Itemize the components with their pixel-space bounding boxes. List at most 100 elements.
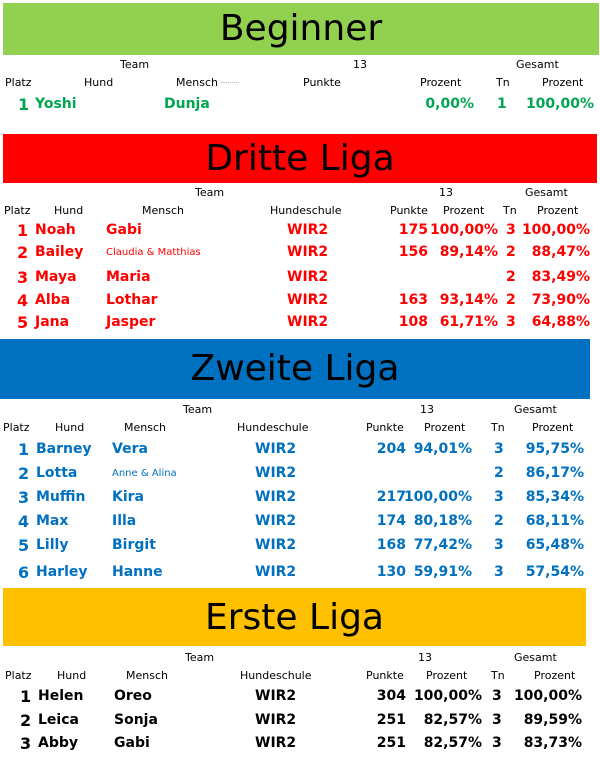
- percent: 82,57%: [423, 712, 482, 728]
- col-punkte: Punkte: [366, 421, 404, 434]
- rank: 2: [17, 243, 29, 262]
- total-percent: 83,73%: [523, 735, 582, 751]
- rank: 1: [20, 687, 32, 706]
- participations: 2: [506, 292, 516, 308]
- team-label: Team: [185, 651, 215, 664]
- participations: 3: [492, 688, 502, 704]
- col-mensch: Mensch: [142, 204, 184, 217]
- points: 217: [376, 489, 406, 505]
- school: WIR2: [287, 269, 329, 285]
- total-percent: 65,48%: [525, 537, 584, 553]
- dog-name: Abby: [38, 735, 79, 751]
- dog-name: Harley: [36, 564, 88, 580]
- participations: 3: [494, 564, 504, 580]
- col-tn: Tn: [503, 204, 517, 217]
- percent: 80,18%: [413, 513, 472, 529]
- table-row: 6 Harley Hanne WIR2 130 59,91% 3 57,54%: [0, 563, 600, 583]
- col-mensch: Mensch: [126, 669, 168, 682]
- total-percent: 89,59%: [523, 712, 582, 728]
- dog-name: Muffin: [36, 489, 86, 505]
- dog-name: Bailey: [35, 244, 84, 260]
- col-hund: Hund: [55, 421, 85, 434]
- section-title-dritte-liga: Dritte Liga: [205, 138, 395, 179]
- participations: 2: [506, 244, 516, 260]
- participations: 3: [492, 735, 502, 751]
- team-label: Team: [183, 403, 213, 416]
- percent: 100,00%: [403, 489, 472, 505]
- participations: 2: [494, 465, 504, 481]
- table-row: 4 Max Illa WIR2 174 80,18% 2 68,11%: [0, 512, 600, 532]
- points: 163: [398, 292, 428, 308]
- dog-name: Yoshi: [35, 96, 77, 112]
- points: 174: [376, 513, 406, 529]
- col-punkte: Punkte: [390, 204, 428, 217]
- participations: 3: [506, 314, 516, 330]
- school: WIR2: [255, 489, 297, 505]
- col-hund: Hund: [84, 76, 114, 89]
- school: WIR2: [255, 513, 297, 529]
- team-count: 13: [418, 651, 432, 664]
- percent: 94,01%: [413, 441, 472, 457]
- participations: 3: [494, 489, 504, 505]
- col-mensch: Mensch: [124, 421, 166, 434]
- col-prozent: Prozent: [426, 669, 468, 682]
- person-name: Maria: [106, 269, 151, 285]
- person-name: Jasper: [106, 314, 156, 330]
- rank: 6: [18, 563, 30, 582]
- col-tn: Tn: [491, 669, 505, 682]
- table-row: 1 Barney Vera WIR2 204 94,01% 3 95,75%: [0, 440, 600, 460]
- dog-name: Noah: [35, 222, 76, 238]
- person-name: Lothar: [106, 292, 158, 308]
- points: 156: [398, 244, 428, 260]
- dog-name: Jana: [35, 314, 70, 330]
- col-platz: Platz: [5, 669, 32, 682]
- dog-name: Lilly: [36, 537, 69, 553]
- participations: 2: [494, 513, 504, 529]
- table-row: 1 Noah Gabi WIR2 175 100,00% 3 100,00%: [0, 221, 600, 241]
- gesamt-label: Gesamt: [516, 58, 559, 71]
- team-label: Team: [195, 186, 225, 199]
- col-gesamt-prozent: Prozent: [542, 76, 584, 89]
- percent: 61,71%: [439, 314, 498, 330]
- col-punkte: Punkte: [303, 76, 341, 89]
- percent: 77,42%: [413, 537, 472, 553]
- school: WIR2: [287, 222, 329, 238]
- dog-name: Barney: [36, 441, 92, 457]
- table-row: 1 Helen Oreo WIR2 304 100,00% 3 100,00%: [0, 687, 600, 707]
- points: 204: [376, 441, 406, 457]
- points: 251: [376, 735, 406, 751]
- person-name: Oreo: [114, 688, 152, 704]
- col-prozent: Prozent: [443, 204, 485, 217]
- participations: 3: [494, 537, 504, 553]
- participations: 1: [497, 96, 507, 112]
- percent: 89,14%: [439, 244, 498, 260]
- person-name: Gabi: [106, 222, 142, 238]
- person-name: Kira: [112, 489, 144, 505]
- total-percent: 100,00%: [525, 96, 594, 112]
- person-name: Sonja: [114, 712, 158, 728]
- school: WIR2: [255, 564, 297, 580]
- banner-beginner: Beginner: [3, 3, 599, 55]
- gesamt-label: Gesamt: [514, 403, 557, 416]
- table-row: 3 Maya Maria WIR2 2 83,49%: [0, 268, 600, 288]
- dog-name: Max: [36, 513, 69, 529]
- school: WIR2: [255, 537, 297, 553]
- team-count: 13: [420, 403, 434, 416]
- participations: 3: [492, 712, 502, 728]
- col-hundeschule: Hundeschule: [237, 421, 309, 434]
- rank: 3: [17, 268, 29, 287]
- total-percent: 86,17%: [525, 465, 584, 481]
- school: WIR2: [255, 688, 297, 704]
- rank: 1: [18, 440, 30, 459]
- total-percent: 85,34%: [525, 489, 584, 505]
- school: WIR2: [287, 314, 329, 330]
- table-row: 5 Jana Jasper WIR2 108 61,71% 3 64,88%: [0, 313, 600, 333]
- rank: 4: [17, 291, 29, 310]
- participations: 3: [494, 441, 504, 457]
- table-row: 2 Leica Sonja WIR2 251 82,57% 3 89,59%: [0, 711, 600, 731]
- col-prozent: Prozent: [424, 421, 466, 434]
- total-percent: 100,00%: [521, 222, 590, 238]
- dog-name: Maya: [35, 269, 77, 285]
- banner-dritte-liga: Dritte Liga: [3, 134, 597, 183]
- section-title-erste-liga: Erste Liga: [205, 597, 384, 638]
